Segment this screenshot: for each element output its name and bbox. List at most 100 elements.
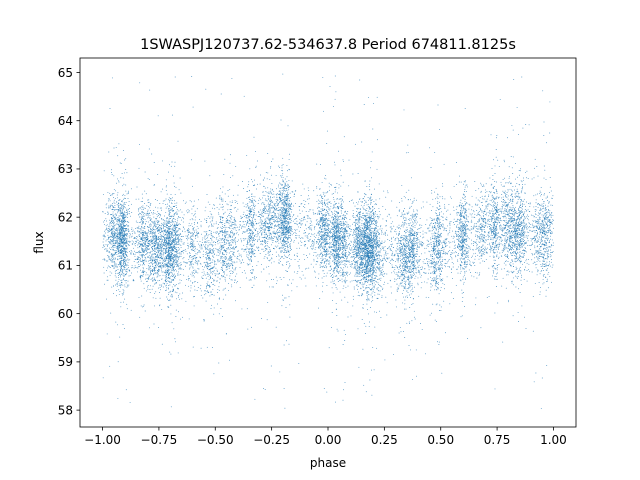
data-point: [512, 243, 514, 245]
data-point: [372, 221, 374, 223]
data-point: [546, 278, 548, 280]
data-point: [158, 250, 160, 251]
data-point: [383, 246, 385, 248]
data-point: [203, 320, 205, 322]
data-point: [154, 282, 156, 284]
data-point: [506, 254, 508, 256]
data-point: [371, 230, 373, 232]
data-point: [323, 243, 325, 245]
data-point: [374, 268, 376, 270]
data-point: [494, 225, 496, 227]
data-point: [370, 270, 372, 272]
data-point: [516, 191, 518, 192]
data-point: [343, 285, 345, 287]
data-point: [235, 220, 237, 222]
data-point: [160, 207, 162, 209]
data-point: [543, 249, 544, 251]
data-point: [479, 234, 481, 236]
data-point: [439, 269, 441, 270]
data-point: [476, 213, 478, 215]
data-point: [115, 213, 117, 215]
data-point: [155, 259, 157, 260]
data-point: [485, 205, 487, 207]
data-point: [358, 249, 360, 251]
data-point: [449, 250, 451, 251]
data-point: [205, 277, 207, 279]
data-point: [538, 249, 540, 251]
data-point: [287, 210, 289, 212]
data-point: [220, 206, 222, 208]
data-point: [254, 276, 256, 278]
data-point: [265, 254, 267, 255]
data-point: [153, 223, 155, 225]
data-point: [480, 182, 482, 184]
data-point: [171, 267, 173, 269]
data-point: [503, 227, 505, 229]
data-point: [441, 372, 443, 374]
data-point: [520, 203, 522, 205]
data-point: [147, 278, 149, 280]
data-point: [269, 178, 271, 180]
data-point: [119, 245, 121, 247]
data-point: [539, 225, 541, 227]
data-point: [521, 260, 522, 262]
data-point: [173, 214, 175, 216]
data-point: [267, 216, 269, 218]
data-point: [154, 236, 156, 238]
data-point: [115, 242, 117, 244]
data-point: [252, 195, 254, 197]
data-point: [489, 245, 491, 247]
data-point: [291, 230, 293, 232]
data-point: [404, 303, 406, 305]
data-point: [460, 230, 461, 231]
data-point: [287, 207, 289, 208]
data-point: [279, 277, 281, 278]
data-point: [358, 233, 360, 235]
data-point: [437, 194, 439, 196]
data-point: [244, 238, 246, 240]
data-point: [541, 222, 543, 224]
data-point: [156, 258, 158, 260]
data-point: [546, 244, 548, 246]
data-point: [362, 241, 363, 243]
data-point: [418, 239, 420, 241]
data-point: [494, 202, 495, 204]
data-point: [366, 263, 368, 265]
data-point: [112, 234, 114, 235]
data-point: [411, 264, 413, 266]
data-point: [325, 224, 327, 225]
data-point: [531, 214, 533, 216]
data-point: [178, 266, 179, 268]
data-point: [493, 272, 494, 274]
data-point: [126, 223, 128, 225]
data-point: [167, 217, 169, 219]
data-point: [282, 157, 284, 159]
data-point: [363, 248, 365, 250]
data-point: [303, 218, 305, 220]
data-point: [113, 197, 115, 199]
data-point: [446, 253, 448, 255]
data-point: [179, 223, 181, 225]
data-point: [323, 254, 325, 256]
data-point: [208, 253, 210, 255]
data-point: [284, 178, 286, 180]
data-point: [513, 228, 515, 230]
data-point: [402, 285, 404, 287]
data-point: [437, 262, 439, 264]
data-point: [541, 228, 543, 230]
data-point: [316, 234, 318, 236]
data-point: [439, 240, 441, 241]
data-point: [327, 232, 329, 234]
data-point: [139, 82, 141, 84]
data-point: [411, 252, 413, 254]
data-point: [211, 235, 213, 236]
data-point: [309, 209, 311, 211]
data-point: [535, 249, 537, 251]
data-point: [517, 251, 519, 253]
data-point: [491, 237, 493, 239]
data-point: [345, 258, 347, 260]
data-point: [120, 241, 122, 243]
data-point: [523, 177, 524, 179]
data-point: [222, 226, 224, 228]
data-point: [423, 258, 425, 260]
